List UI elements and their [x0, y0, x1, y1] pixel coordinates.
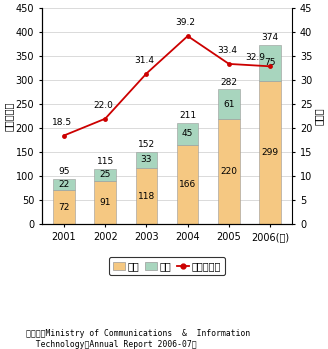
Text: 22: 22	[58, 180, 70, 189]
Bar	[53, 190, 75, 224]
Text: 118: 118	[138, 192, 155, 201]
Text: 22.0: 22.0	[93, 101, 113, 110]
Bar	[218, 89, 240, 119]
Text: 72: 72	[58, 203, 70, 211]
Text: 61: 61	[223, 99, 235, 109]
Text: 25: 25	[99, 170, 111, 179]
Text: 18.5: 18.5	[52, 118, 72, 127]
Text: 299: 299	[262, 148, 279, 157]
Bar	[177, 144, 198, 224]
Text: 31.4: 31.4	[134, 56, 154, 65]
Bar	[53, 179, 75, 190]
Bar	[177, 123, 198, 144]
Y-axis label: （％）: （％）	[314, 107, 324, 125]
Text: 115: 115	[96, 157, 114, 166]
Bar	[218, 119, 240, 224]
Text: 166: 166	[179, 180, 196, 189]
Legend: 輸出, 国内, 前年伸び率: 輸出, 国内, 前年伸び率	[109, 258, 225, 275]
Bar	[136, 152, 157, 168]
Bar	[259, 45, 281, 81]
Text: （出典）Ministry of Communications  &  Information
  Technology』Annual Report 2006-0: （出典）Ministry of Communications & Informa…	[26, 329, 251, 349]
Y-axis label: （億ドル）: （億ドル）	[4, 102, 14, 131]
Text: 152: 152	[138, 140, 155, 149]
Text: 211: 211	[179, 111, 196, 120]
Text: 220: 220	[220, 167, 237, 176]
Text: 33: 33	[141, 155, 152, 164]
Text: 45: 45	[182, 129, 194, 138]
Text: 91: 91	[99, 198, 111, 207]
Text: 282: 282	[220, 77, 237, 87]
Bar	[94, 181, 116, 224]
Text: 75: 75	[264, 58, 276, 67]
Text: 95: 95	[58, 168, 70, 176]
Bar	[94, 169, 116, 181]
Bar	[259, 81, 281, 224]
Bar	[136, 168, 157, 224]
Text: 39.2: 39.2	[175, 18, 195, 27]
Text: 374: 374	[262, 33, 279, 42]
Text: 32.9: 32.9	[246, 52, 266, 61]
Text: 33.4: 33.4	[217, 46, 237, 55]
